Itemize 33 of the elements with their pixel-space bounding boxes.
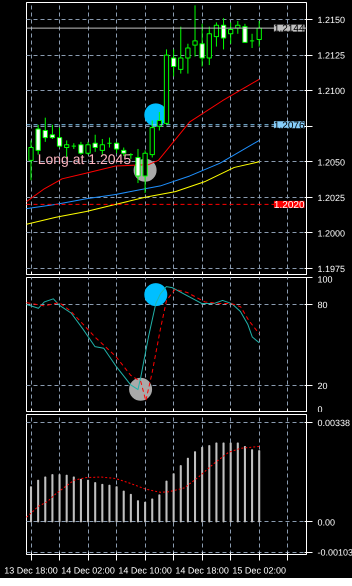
candlestick [228, 22, 234, 44]
y-tick-label: 20 [318, 381, 328, 391]
candlestick [156, 111, 162, 131]
x-tick-label: 13 Dec 18:00 [4, 566, 58, 576]
y-tick-label: 1.2125 [318, 50, 346, 61]
x-tick-label: 14 Dec 10:00 [118, 566, 172, 576]
x-tick-label: 14 Dec 18:00 [175, 566, 229, 576]
y-tick-label: 1.1975 [318, 264, 346, 274]
candlestick [56, 127, 62, 148]
candlestick [28, 140, 34, 181]
ref-line-label: 1.2076 [274, 120, 305, 132]
candlestick [256, 20, 262, 48]
x-tick-label: 15 Dec 02:00 [232, 566, 286, 576]
y-tick-label: 100 [318, 274, 333, 284]
y-tick-label: 1.2000 [318, 228, 346, 238]
y-tick-label: 1.2150 [318, 15, 346, 26]
candlestick [242, 23, 248, 43]
y-tick-label: 1.2025 [318, 192, 346, 203]
candlestick [249, 33, 255, 48]
candlestick [185, 43, 191, 74]
y-tick-label: 80 [318, 300, 328, 310]
y-tick-label: 0.00338 [318, 418, 350, 428]
x-tick-label: 14 Dec 02:00 [61, 566, 115, 576]
y-tick-label: 0.00 [318, 517, 336, 528]
candlestick [50, 124, 56, 140]
candlestick [192, 4, 198, 58]
y-tick-label: 1.2100 [318, 86, 346, 96]
candlestick [142, 150, 148, 194]
y-tick-label: 1.2050 [318, 157, 346, 168]
candlestick [114, 141, 120, 154]
ref-line-label: 1.2144 [274, 24, 305, 35]
candlestick [135, 148, 141, 184]
candlestick [106, 137, 112, 148]
